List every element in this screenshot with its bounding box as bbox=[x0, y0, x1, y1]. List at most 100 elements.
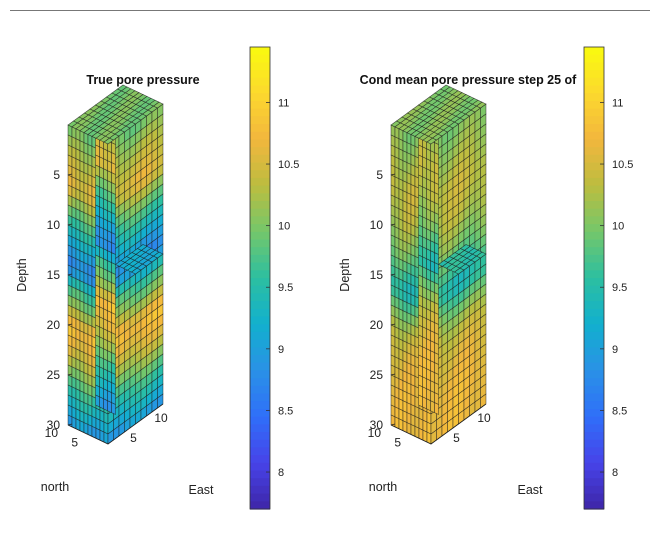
colorbar-swatch bbox=[584, 470, 604, 479]
colorbar-swatch bbox=[584, 224, 604, 233]
depth-tick bbox=[390, 323, 396, 326]
colorbar-swatch bbox=[584, 293, 604, 302]
colorbar-swatch bbox=[584, 416, 604, 425]
colorbar-swatch bbox=[250, 301, 270, 310]
colorbar-swatch bbox=[250, 339, 270, 348]
colorbar-swatch bbox=[584, 347, 604, 356]
depth-tick-label: 5 bbox=[53, 168, 60, 182]
colorbar-swatch bbox=[584, 393, 604, 402]
colorbar-swatch bbox=[250, 439, 270, 448]
colorbar-swatch bbox=[250, 416, 270, 425]
colorbar-swatch bbox=[250, 355, 270, 364]
voxel-face bbox=[152, 251, 164, 259]
colorbar-swatch bbox=[250, 347, 270, 356]
colorbar-swatch bbox=[250, 147, 270, 156]
colorbar-swatch bbox=[250, 139, 270, 148]
colorbar-swatch bbox=[250, 408, 270, 418]
depth-tick bbox=[390, 273, 396, 276]
colorbar-swatch bbox=[584, 370, 604, 379]
colorbar-swatch bbox=[584, 108, 604, 117]
colorbar-swatch bbox=[250, 432, 270, 441]
colorbar-swatch bbox=[250, 54, 270, 63]
colorbar-swatch bbox=[250, 131, 270, 140]
depth-tick bbox=[67, 423, 73, 426]
colorbar-swatch bbox=[584, 77, 604, 87]
colorbar-frame bbox=[249, 46, 271, 510]
colorbar-swatch bbox=[250, 247, 270, 256]
colorbar-swatch bbox=[584, 439, 604, 448]
colorbar-swatch bbox=[250, 100, 270, 110]
depth-tick bbox=[67, 223, 73, 226]
colorbar-tick-label: 10.5 bbox=[612, 159, 633, 171]
colorbar-swatch bbox=[584, 447, 604, 456]
colorbar-swatch bbox=[584, 424, 604, 433]
colorbar-swatch bbox=[250, 239, 270, 248]
colorbar-swatch bbox=[584, 362, 604, 371]
colorbar-swatch bbox=[584, 162, 604, 171]
colorbar-swatch bbox=[250, 62, 270, 71]
voxel-face bbox=[152, 101, 164, 109]
colorbar-swatch bbox=[250, 324, 270, 333]
colorbar-tick-label: 8.5 bbox=[278, 405, 293, 417]
colorbar-swatch bbox=[584, 170, 604, 179]
colorbar-tick-label: 8.5 bbox=[612, 405, 627, 417]
colorbar-swatch bbox=[584, 131, 604, 140]
colorbar-swatch bbox=[250, 308, 270, 318]
colorbar-swatch bbox=[250, 262, 270, 271]
colorbar-swatch bbox=[250, 401, 270, 410]
voxel-face bbox=[434, 402, 439, 415]
colorbar-swatch bbox=[250, 393, 270, 402]
box-edge bbox=[67, 403, 164, 445]
colorbar-swatch bbox=[250, 285, 270, 294]
colorbar-swatch bbox=[584, 432, 604, 441]
colorbar-tick-label: 8 bbox=[612, 467, 618, 479]
colorbar: 8 8.5 9 9.5 10 10.5 11 bbox=[583, 46, 633, 510]
chart-title: Cond mean pore pressure step 25 of bbox=[360, 73, 578, 87]
colorbar-swatch bbox=[584, 478, 604, 487]
colorbar-swatch bbox=[584, 308, 604, 318]
colorbar-swatch bbox=[250, 293, 270, 302]
colorbar-swatch bbox=[584, 385, 604, 395]
depth-tick bbox=[390, 223, 396, 226]
colorbar-swatch bbox=[250, 485, 270, 495]
north-tick-label: 5 bbox=[394, 436, 401, 450]
colorbar-swatch bbox=[584, 62, 604, 71]
voxel-face bbox=[475, 251, 487, 259]
east-tick-label: 10 bbox=[477, 411, 491, 425]
depth-tick-label: 5 bbox=[376, 168, 383, 182]
north-tick-label: 5 bbox=[71, 436, 78, 450]
colorbar-swatch bbox=[250, 455, 270, 464]
depth-tick bbox=[67, 323, 73, 326]
north-axis-label: north bbox=[41, 480, 70, 494]
colorbar-swatch bbox=[584, 301, 604, 310]
colorbar-swatch bbox=[584, 331, 604, 341]
voxel-face bbox=[475, 101, 487, 109]
colorbar-swatch bbox=[250, 124, 270, 133]
colorbar-swatch bbox=[584, 93, 604, 102]
north-axis-label: north bbox=[369, 480, 398, 494]
top-rule bbox=[10, 10, 650, 11]
colorbar-tick-label: 9 bbox=[612, 344, 618, 356]
colorbar-swatch bbox=[250, 424, 270, 433]
colorbar-swatch bbox=[250, 370, 270, 379]
colorbar-swatch bbox=[584, 85, 604, 94]
colorbar-swatch bbox=[250, 231, 270, 241]
east-axis-label: East bbox=[188, 483, 214, 497]
colorbar-swatch bbox=[584, 231, 604, 241]
east-tick-label: 10 bbox=[154, 411, 168, 425]
depth-tick-label: 10 bbox=[370, 218, 384, 232]
voxel-face bbox=[422, 396, 427, 410]
colorbar-swatch bbox=[584, 408, 604, 418]
colorbar-swatch bbox=[250, 201, 270, 210]
colorbar-tick-label: 11 bbox=[278, 97, 289, 109]
depth-tick bbox=[67, 373, 73, 376]
colorbar-swatch bbox=[584, 285, 604, 294]
voxel-face bbox=[99, 396, 104, 410]
colorbar-swatch bbox=[250, 254, 270, 264]
colorbar: 8 8.5 9 9.5 10 10.5 11 bbox=[249, 46, 299, 510]
colorbar-swatch bbox=[250, 162, 270, 171]
colorbar-swatch bbox=[250, 331, 270, 341]
colorbar-swatch bbox=[584, 270, 604, 279]
colorbar-swatch bbox=[584, 316, 604, 325]
